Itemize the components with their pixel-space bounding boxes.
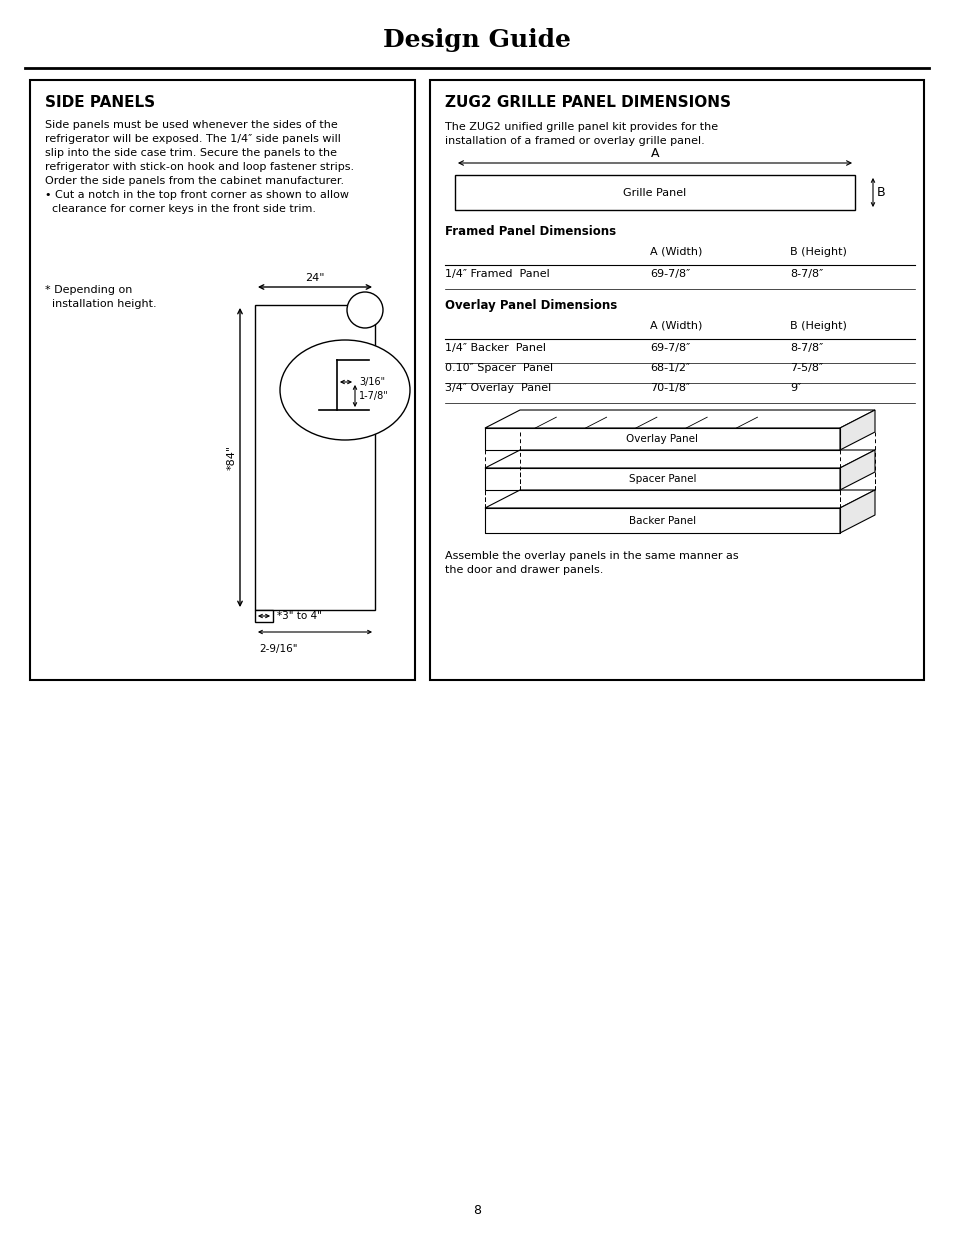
- Text: The ZUG2 unified grille panel kit provides for the
installation of a framed or o: The ZUG2 unified grille panel kit provid…: [444, 122, 718, 146]
- Text: 3/4″ Overlay  Panel: 3/4″ Overlay Panel: [444, 383, 551, 393]
- Text: 24": 24": [305, 273, 324, 283]
- Text: * Depending on
  installation height.: * Depending on installation height.: [45, 285, 156, 309]
- Text: A (Width): A (Width): [649, 247, 701, 257]
- Text: A: A: [650, 147, 659, 161]
- Polygon shape: [840, 490, 874, 534]
- Bar: [430, 80, 923, 680]
- Text: Assemble the overlay panels in the same manner as
the door and drawer panels.: Assemble the overlay panels in the same …: [444, 551, 738, 576]
- Bar: [30, 80, 415, 680]
- Text: B: B: [876, 186, 884, 199]
- Text: Overlay Panel Dimensions: Overlay Panel Dimensions: [444, 299, 617, 312]
- Text: *84": *84": [227, 445, 236, 471]
- Text: 69-7/8″: 69-7/8″: [649, 269, 690, 279]
- Text: B (Height): B (Height): [789, 321, 846, 331]
- Polygon shape: [840, 410, 874, 450]
- Text: *3" to 4": *3" to 4": [276, 611, 321, 621]
- Text: 8-7/8″: 8-7/8″: [789, 269, 822, 279]
- Text: 8: 8: [473, 1203, 480, 1216]
- Text: Spacer Panel: Spacer Panel: [628, 474, 696, 484]
- Text: 69-7/8″: 69-7/8″: [649, 343, 690, 353]
- Circle shape: [347, 291, 382, 329]
- Polygon shape: [484, 410, 874, 429]
- Text: 1/4″ Backer  Panel: 1/4″ Backer Panel: [444, 343, 545, 353]
- Text: Grille Panel: Grille Panel: [622, 188, 686, 198]
- Text: ZUG2 GRILLE PANEL DIMENSIONS: ZUG2 GRILLE PANEL DIMENSIONS: [444, 95, 730, 110]
- Ellipse shape: [280, 340, 410, 440]
- Text: 1-7/8": 1-7/8": [358, 391, 388, 401]
- Text: Backer Panel: Backer Panel: [628, 515, 696, 526]
- Text: 0.10″ Spacer  Panel: 0.10″ Spacer Panel: [444, 363, 553, 373]
- Text: Side panels must be used whenever the sides of the
refrigerator will be exposed.: Side panels must be used whenever the si…: [45, 120, 354, 214]
- Text: Overlay Panel: Overlay Panel: [626, 433, 698, 445]
- Text: Design Guide: Design Guide: [382, 28, 571, 52]
- Text: 3/16": 3/16": [358, 377, 385, 387]
- Text: Framed Panel Dimensions: Framed Panel Dimensions: [444, 225, 616, 238]
- Text: 70-1/8″: 70-1/8″: [649, 383, 689, 393]
- Bar: [254, 610, 273, 622]
- Text: SIDE PANELS: SIDE PANELS: [45, 95, 155, 110]
- Text: B (Height): B (Height): [789, 247, 846, 257]
- Text: A (Width): A (Width): [649, 321, 701, 331]
- Text: 2-9/16": 2-9/16": [258, 643, 297, 655]
- Text: 1/4″ Framed  Panel: 1/4″ Framed Panel: [444, 269, 549, 279]
- Bar: [455, 175, 854, 210]
- Text: 7-5/8″: 7-5/8″: [789, 363, 822, 373]
- Text: 68-1/2″: 68-1/2″: [649, 363, 689, 373]
- Polygon shape: [840, 450, 874, 490]
- Bar: [254, 305, 375, 610]
- Polygon shape: [484, 490, 874, 508]
- Polygon shape: [484, 450, 874, 468]
- Text: 9″: 9″: [789, 383, 801, 393]
- Text: 8-7/8″: 8-7/8″: [789, 343, 822, 353]
